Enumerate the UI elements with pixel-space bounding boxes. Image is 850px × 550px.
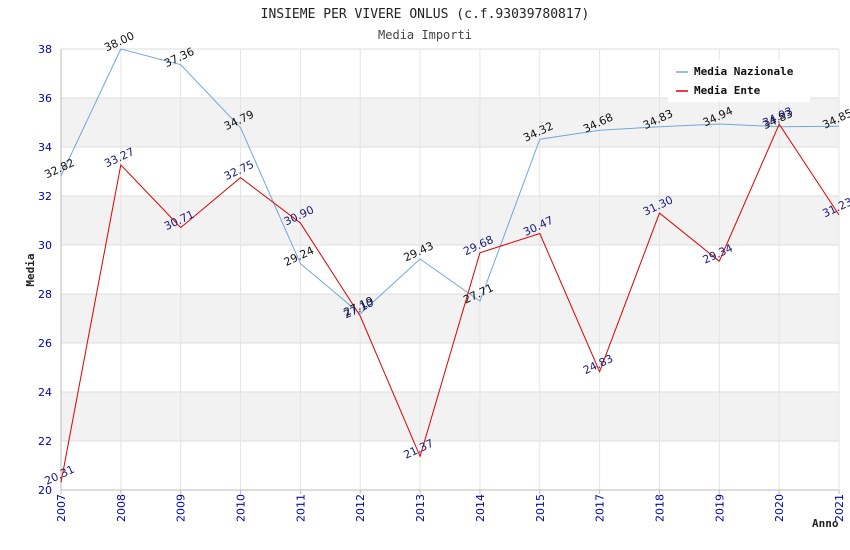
y-axis-ticks: 20 22 24 26 28 30 32 34 36 38 [38,43,52,497]
y-tick-label: 26 [38,337,52,350]
x-tick-label: 2021 [833,494,846,522]
x-tick-label: 2010 [235,494,248,522]
plot-band [61,294,839,343]
x-tick-label: 2009 [175,494,188,522]
legend-label-media-nazionale: Media Nazionale [694,65,794,78]
x-tick-label: 2018 [653,494,666,522]
x-tick-label: 2008 [115,494,128,522]
plot-band [61,392,839,441]
y-axis-label: Media [24,253,37,286]
plot-band [61,98,839,147]
y-tick-label: 38 [38,43,52,56]
plot-background [61,49,839,490]
y-tick-label: 30 [38,239,52,252]
x-tick-label: 2015 [534,494,547,522]
x-tick-label: 2020 [773,494,786,522]
plot-band [61,343,839,392]
x-axis-label: Anno [812,517,839,530]
series-line-media-ente [60,123,840,483]
y-tick-label: 28 [38,288,52,301]
series-line-media-nazionale [60,48,840,315]
y-tick-label: 36 [38,92,52,105]
x-axis-ticks: 2007 2008 2009 2010 2011 2012 2013 2014 2015 2017… [55,490,846,522]
y-tick-label: 32 [38,190,52,203]
x-tick-label: 2011 [294,494,307,522]
x-tick-label: 2012 [354,494,367,522]
axes [60,49,839,491]
y-tick-label: 22 [38,435,52,448]
chart-title: INSIEME PER VIVERE ONLUS (c.f.9303978081… [261,7,590,22]
x-tick-label: 2019 [713,494,726,522]
y-tick-label: 20 [38,484,52,497]
y-tick-label: 24 [38,386,52,399]
legend: Media Nazionale Media Ente [668,60,810,102]
x-tick-label: 2007 [55,494,68,522]
y-tick-label: 34 [38,141,52,154]
chart-subtitle: Media Importi [378,28,472,42]
plot-band [61,147,839,196]
x-tick-label: 2017 [594,494,607,522]
plot-band [61,441,839,490]
plot-band [61,196,839,245]
legend-label-media-ente: Media Ente [694,84,761,97]
series-lines [60,48,840,483]
x-tick-label: 2013 [414,494,427,522]
x-tick-label: 2014 [474,494,487,522]
legend-background [668,60,810,102]
